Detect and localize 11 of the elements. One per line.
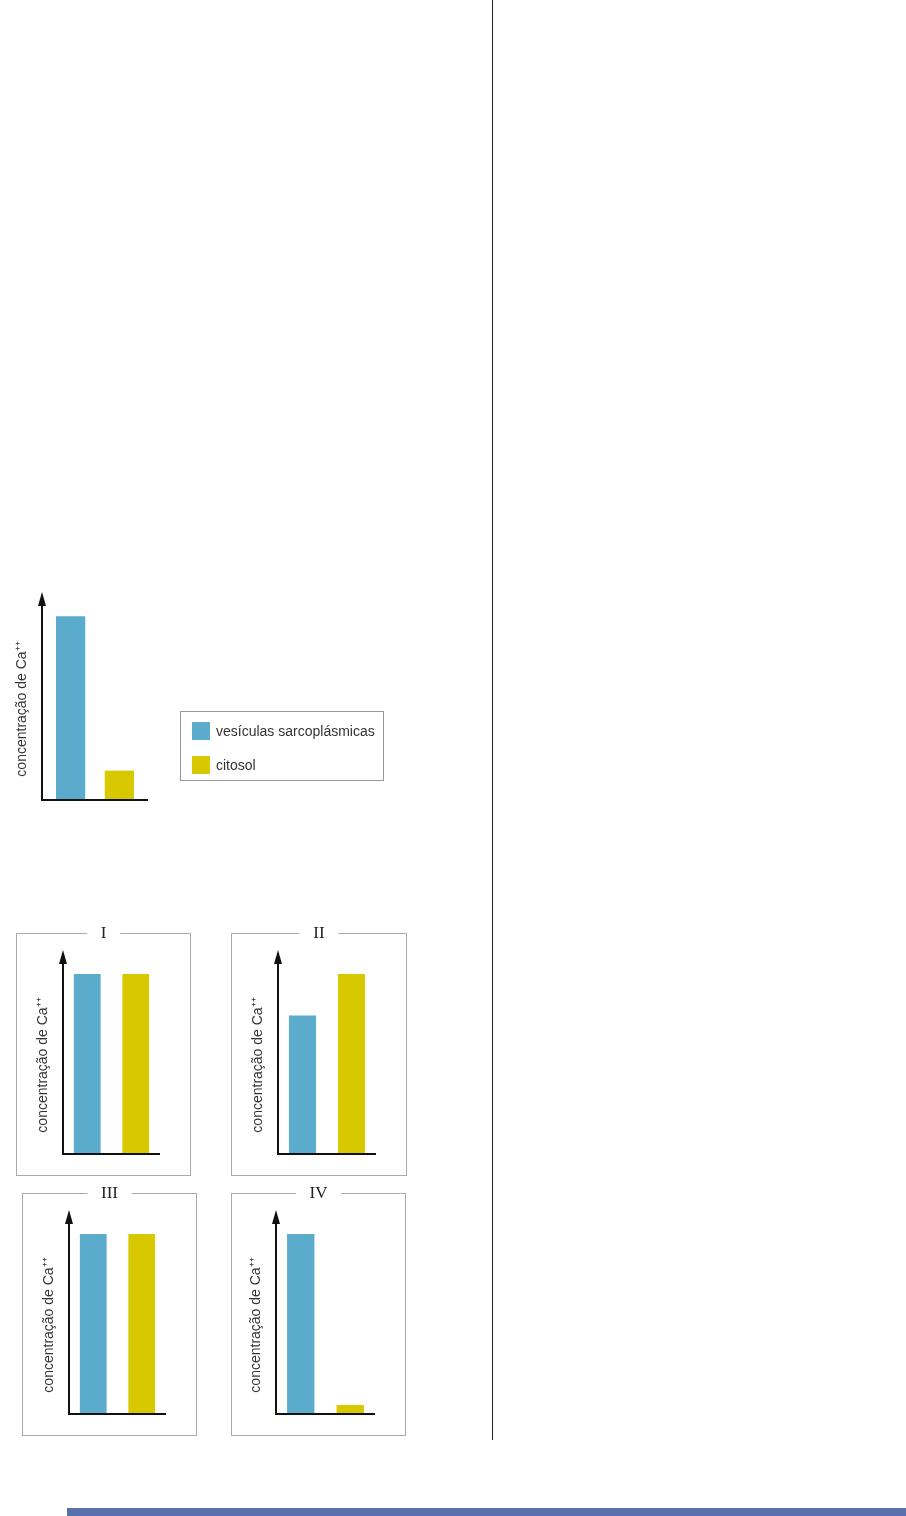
chart-title: II — [299, 923, 339, 943]
legend-label: vesículas sarcoplásmicas — [216, 723, 375, 739]
legend-label: citosol — [216, 757, 256, 773]
chart-title: I — [86, 923, 121, 943]
y-axis-title: concentração de Ca⁺⁺ — [12, 641, 29, 777]
chart-title: III — [87, 1183, 132, 1203]
y-axis-title: concentração de Ca⁺⁺ — [33, 997, 50, 1133]
y-axis-title: concentração de Ca⁺⁺ — [246, 1257, 263, 1393]
y-axis-title: concentração de Ca⁺⁺ — [248, 997, 265, 1133]
y-axis-title: concentração de Ca⁺⁺ — [39, 1257, 56, 1393]
chart-title: IV — [295, 1183, 342, 1203]
